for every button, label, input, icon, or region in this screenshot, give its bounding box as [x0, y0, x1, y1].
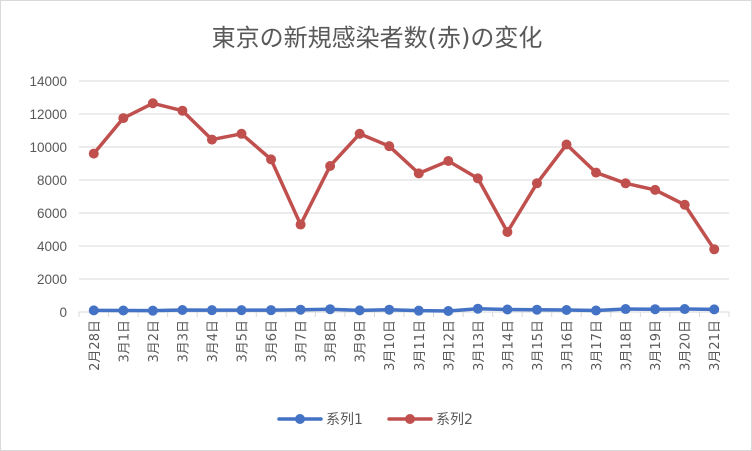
data-point	[561, 305, 572, 316]
x-tick-label: 3月10日	[383, 320, 398, 371]
data-point	[531, 178, 542, 189]
x-tick-label: 3月16日	[561, 320, 576, 371]
data-point	[266, 305, 277, 316]
y-tick-label: 10000	[29, 140, 67, 155]
x-axis-ticks: 2月28日 3月1日 3月2日 3月3日 3月4日 3月5日 3月6日 3月7日 3月8日 3月9…	[78, 312, 730, 371]
y-axis-ticks: 0 2000 4000 6000 8000 10000 12000 14000	[29, 74, 67, 320]
data-point	[88, 305, 99, 316]
data-point	[177, 105, 188, 116]
data-point	[472, 173, 483, 184]
data-point	[236, 305, 247, 316]
x-tick-label: 2月28日	[88, 320, 103, 371]
y-tick-label: 2000	[37, 272, 67, 287]
x-tick-label: 3月4日	[206, 320, 221, 363]
series-layer	[88, 98, 720, 317]
x-tick-label: 3月3日	[176, 320, 191, 363]
data-point	[236, 128, 247, 139]
x-tick-label: 3月20日	[679, 320, 694, 371]
y-tick-label: 4000	[37, 239, 67, 254]
x-tick-label: 3月7日	[295, 320, 310, 363]
data-point	[502, 226, 513, 237]
x-tick-label: 3月17日	[590, 320, 605, 371]
data-point	[295, 219, 306, 230]
series-2	[88, 98, 720, 255]
data-point	[502, 304, 513, 315]
data-point	[147, 305, 158, 316]
data-point	[118, 113, 129, 124]
x-tick-label: 3月13日	[472, 320, 487, 371]
data-point	[206, 305, 217, 316]
data-point	[295, 304, 306, 315]
legend-marker	[295, 414, 305, 424]
data-point	[443, 156, 454, 167]
chart-title: 東京の新規感染者数(赤)の変化	[212, 24, 543, 52]
legend-label: 系列1	[326, 412, 363, 428]
gridlines	[79, 80, 729, 313]
data-point	[384, 304, 395, 315]
data-point	[147, 98, 158, 109]
data-point	[354, 128, 365, 139]
x-tick-label: 3月21日	[708, 320, 723, 371]
data-point	[384, 141, 395, 152]
y-tick-label: 0	[59, 305, 67, 320]
data-point	[413, 305, 424, 316]
legend: 系列1 系列2	[277, 412, 473, 428]
data-point	[472, 303, 483, 314]
data-point	[266, 154, 277, 165]
data-point	[206, 134, 217, 145]
x-tick-label: 3月8日	[324, 320, 339, 363]
data-point	[325, 160, 336, 171]
data-point	[709, 244, 720, 255]
x-tick-label: 3月9日	[354, 320, 369, 363]
data-point	[679, 199, 690, 210]
x-tick-label: 3月11日	[413, 320, 428, 371]
data-point	[413, 168, 424, 179]
data-point	[531, 304, 542, 315]
series-1	[88, 303, 720, 317]
legend-marker	[405, 414, 415, 424]
data-point	[709, 304, 720, 315]
legend-item: 系列2	[387, 412, 473, 428]
data-point	[88, 148, 99, 159]
x-tick-label: 3月1日	[117, 320, 132, 363]
x-tick-label: 3月15日	[531, 320, 546, 371]
data-point	[561, 139, 572, 150]
x-tick-label: 3月12日	[442, 320, 457, 371]
y-tick-label: 6000	[37, 206, 67, 221]
data-point	[591, 167, 602, 178]
data-point	[620, 178, 631, 189]
data-point	[118, 305, 129, 316]
series-line	[92, 101, 716, 252]
y-tick-label: 12000	[29, 107, 67, 122]
data-point	[177, 305, 188, 316]
x-tick-label: 3月19日	[649, 320, 664, 371]
y-tick-label: 8000	[37, 173, 67, 188]
data-point	[650, 304, 661, 315]
data-point	[591, 305, 602, 316]
x-tick-label: 3月6日	[265, 320, 280, 363]
data-point	[325, 304, 336, 315]
series-line	[92, 306, 716, 313]
x-tick-label: 3月2日	[147, 320, 162, 363]
data-point	[679, 304, 690, 315]
x-tick-label: 3月5日	[236, 320, 251, 363]
data-point	[650, 184, 661, 195]
y-tick-label: 14000	[29, 74, 67, 89]
data-point	[443, 306, 454, 317]
x-tick-label: 3月18日	[620, 320, 635, 371]
data-point	[620, 304, 631, 315]
x-tick-label: 3月14日	[501, 320, 516, 371]
legend-label: 系列2	[436, 412, 473, 428]
legend-item: 系列1	[277, 412, 363, 428]
data-point	[354, 305, 365, 316]
